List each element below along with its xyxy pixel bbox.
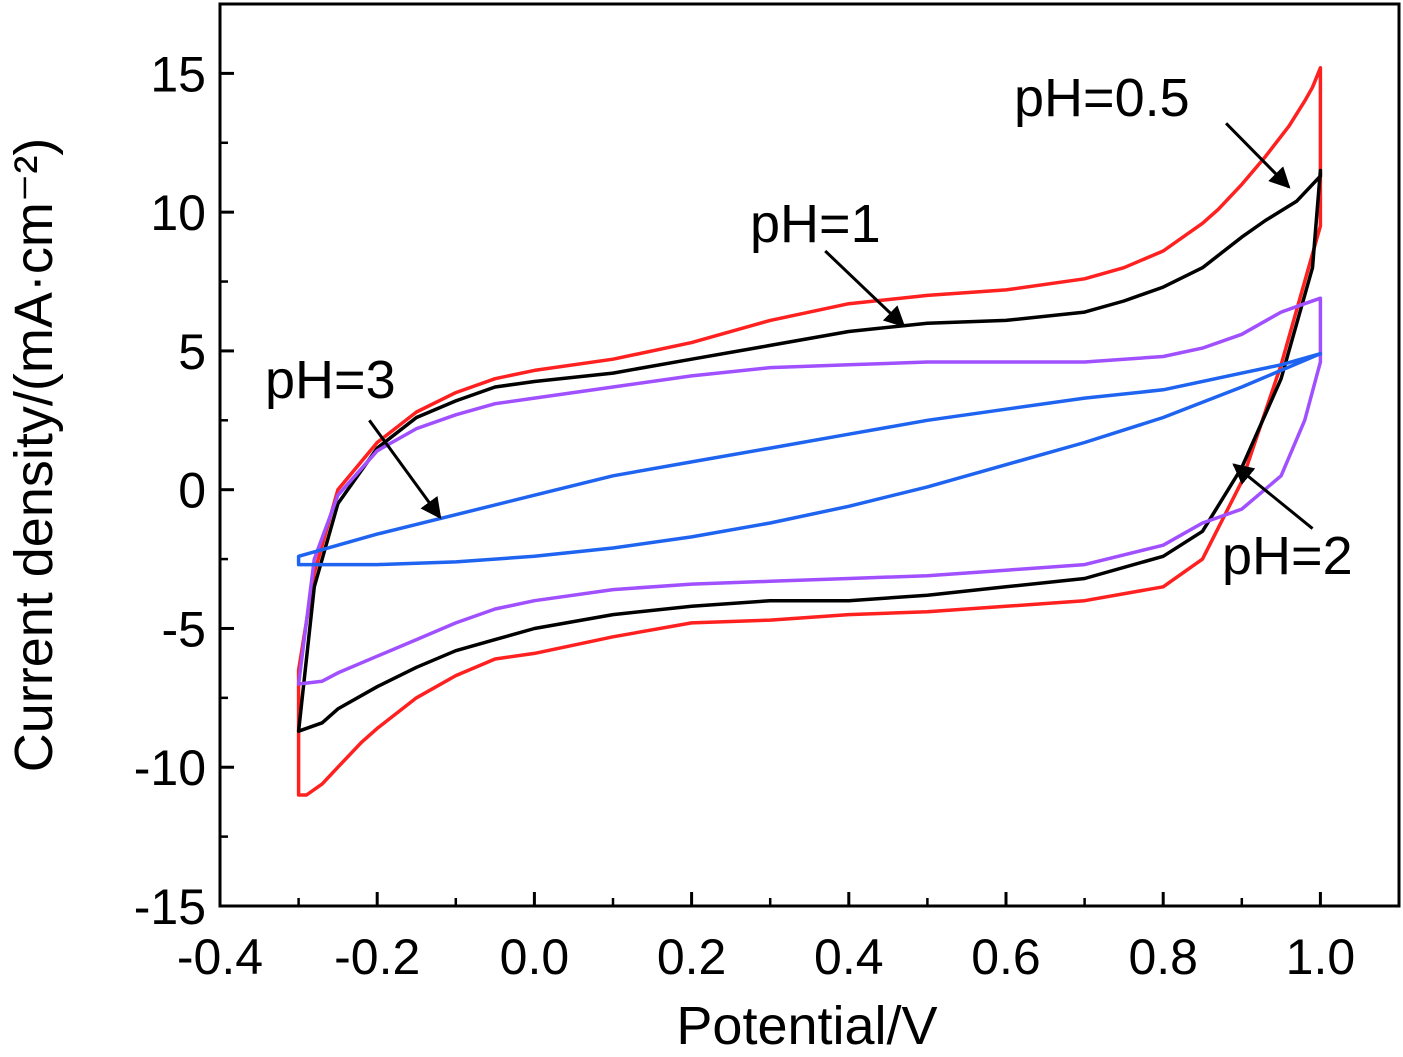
- x-tick-label: -0.4: [177, 929, 263, 985]
- annotation-label: pH=2: [1222, 526, 1353, 586]
- y-tick-label: 10: [150, 185, 206, 241]
- annotations: pH=0.5 pH=1 pH=3 pH=2: [265, 68, 1353, 586]
- series-line-ph-1: [296, 168, 1323, 733]
- y-tick-label: -10: [134, 740, 206, 796]
- x-tick-label: 0.2: [657, 929, 727, 985]
- annotation-arrow: [1232, 463, 1314, 530]
- series-line-ph-2: [296, 296, 1323, 686]
- x-tick-label: 0.8: [1128, 929, 1198, 985]
- y-tick-label: 0: [178, 463, 206, 519]
- x-tick-label: 0.6: [971, 929, 1041, 985]
- x-tick-label: 1.0: [1286, 929, 1356, 985]
- y-tick-label: -15: [134, 879, 206, 935]
- series-line-ph-3: [296, 351, 1323, 567]
- y-tick-label: 15: [150, 46, 206, 102]
- y-tick-label: -5: [162, 601, 206, 657]
- annotation-arrow: [368, 419, 442, 520]
- y-axis-title: Current density/(mA·cm⁻²): [4, 138, 64, 773]
- annotation-label: pH=1: [750, 194, 881, 254]
- series-lines: [296, 66, 1323, 797]
- annotation-label: pH=0.5: [1014, 68, 1190, 128]
- axis-ticks: [218, 2, 1322, 908]
- x-axis-title: Potential/V: [676, 996, 937, 1056]
- x-tick-label: -0.2: [334, 929, 420, 985]
- y-tick-label: 5: [178, 324, 206, 380]
- annotation-label: pH=3: [265, 350, 396, 410]
- annotation-arrow: [824, 249, 906, 328]
- x-tick-label: 0.4: [814, 929, 884, 985]
- plot-frame: [218, 2, 1401, 908]
- series-line-ph-0-5: [296, 66, 1323, 797]
- tick-labels: -0.4 -0.2 0.0 0.2 0.4 0.6 0.8 1.0 -15 -10 -5 0 5 10 15: [134, 46, 1355, 985]
- x-tick-label: 0.0: [500, 929, 570, 985]
- annotation-arrow: [1225, 122, 1291, 189]
